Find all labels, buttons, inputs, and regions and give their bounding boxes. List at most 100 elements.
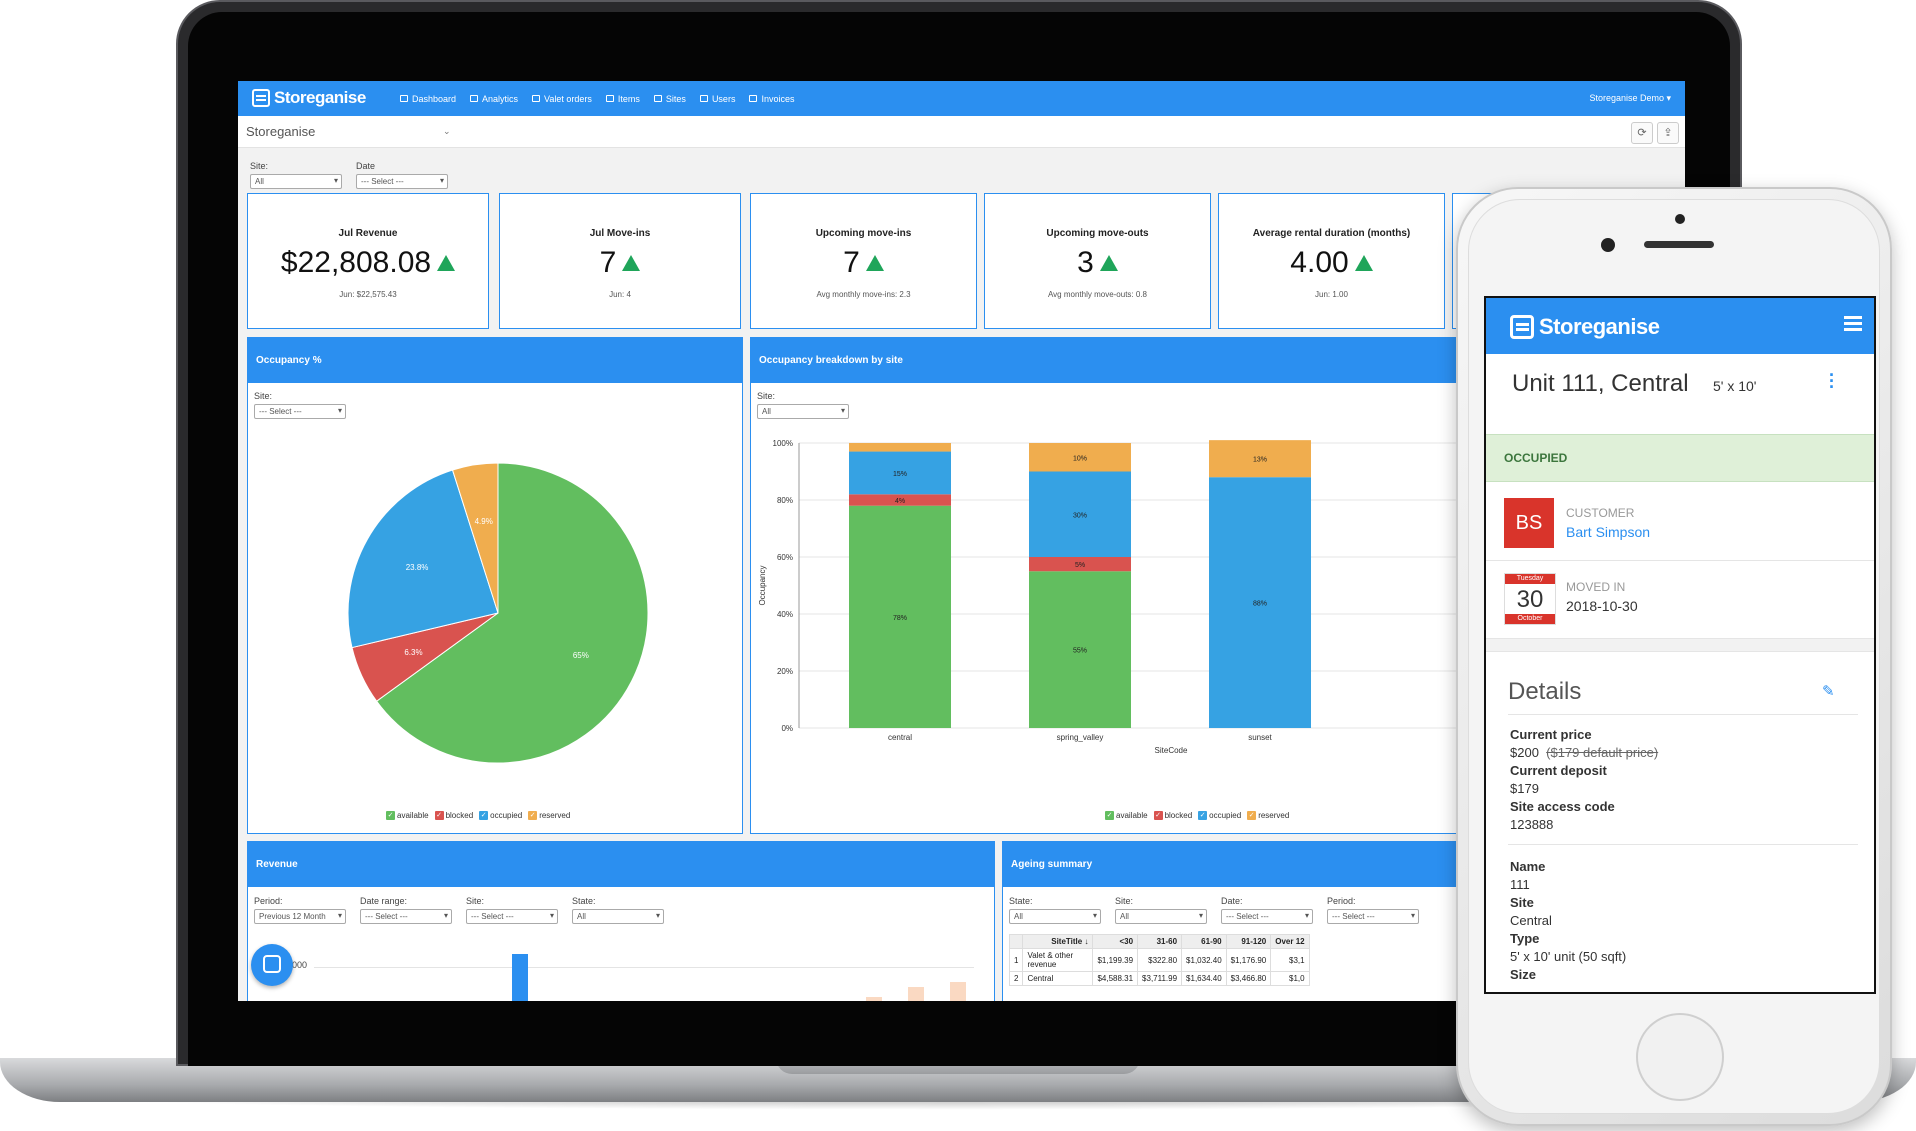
nav-analytics[interactable]: Analytics: [470, 94, 518, 104]
ageing-site-select[interactable]: All: [1115, 909, 1207, 924]
legend-occupied[interactable]: ✓ occupied: [1198, 811, 1241, 820]
ageing-state-select[interactable]: All: [1009, 909, 1101, 924]
table-header-row: SiteTitle ↓ <30 31-60 61-90 91-120 Over …: [1008, 934, 1310, 949]
date-range-input[interactable]: --- Select ---: [360, 909, 452, 924]
edit-icon[interactable]: ✎: [1822, 683, 1835, 700]
column-header[interactable]: <30: [1092, 934, 1139, 949]
top-navbar: Storeganise Dashboard Analytics Valet or…: [238, 81, 1685, 116]
divider: [1508, 844, 1858, 845]
dashboard-icon: [400, 95, 408, 102]
brand[interactable]: Storeganise: [252, 87, 366, 109]
column-header[interactable]: Over 12: [1270, 934, 1310, 949]
detail-value: 5' x 10' unit (50 sqft): [1510, 949, 1627, 964]
kpi-sub: Jun: 1.00: [1315, 290, 1348, 299]
y-tick-label: 80%: [777, 496, 793, 505]
occupancy-site-select[interactable]: --- Select ---: [254, 404, 346, 419]
revenue-site-select[interactable]: --- Select ---: [466, 909, 558, 924]
legend-available[interactable]: ✓ available: [386, 811, 429, 820]
ageing-period-select[interactable]: --- Select ---: [1327, 909, 1419, 924]
bar-segment-reserved[interactable]: [1209, 440, 1311, 478]
chat-button[interactable]: [251, 944, 293, 986]
bar-segment-available[interactable]: [1029, 571, 1131, 728]
legend-label: reserved: [1258, 811, 1290, 820]
phone-camera: [1601, 238, 1615, 252]
table-cell: $1,0: [1270, 971, 1310, 986]
customer-link[interactable]: Bart Simpson: [1566, 524, 1651, 540]
bar-value-label: 78%: [893, 615, 907, 622]
detail-label: Size: [1510, 967, 1537, 982]
table-cell: 1: [1008, 948, 1024, 972]
hamburger-menu-icon[interactable]: [1844, 316, 1862, 331]
nav-items[interactable]: Items: [605, 94, 640, 104]
nav-sites[interactable]: Sites: [653, 94, 686, 104]
check-icon: ✓: [479, 811, 489, 820]
nav-links: Dashboard Analytics Valet orders Items S…: [400, 81, 808, 116]
site-filter-select[interactable]: All: [250, 174, 342, 189]
panel-title: Occupancy breakdown by site: [751, 338, 1490, 383]
table-cell: $3,466.80: [1225, 971, 1272, 986]
legend-blocked[interactable]: ✓ blocked: [1153, 811, 1192, 820]
column-header[interactable]: 91-120: [1225, 934, 1272, 949]
nav-dashboard[interactable]: Dashboard: [400, 94, 456, 104]
site-filter-label: Site:: [250, 161, 269, 171]
bar-segment-blocked[interactable]: [1029, 557, 1131, 572]
bar-segment-occupied[interactable]: [1029, 471, 1131, 558]
detail-value: 123888: [1510, 817, 1554, 832]
divider: [1486, 560, 1874, 561]
bar-value-label: 4%: [895, 498, 905, 505]
mobile-brand[interactable]: Storeganise: [1510, 314, 1660, 340]
revenue-state-select[interactable]: All: [572, 909, 664, 924]
bar-segment-blocked[interactable]: [849, 494, 951, 506]
bar-segment-occupied[interactable]: [849, 451, 951, 495]
pie-slice-occupied[interactable]: [347, 469, 499, 649]
nav-label: Analytics: [482, 93, 519, 104]
nav-valet-orders[interactable]: Valet orders: [532, 94, 592, 104]
nav-users[interactable]: Users: [699, 94, 735, 104]
legend-available[interactable]: ✓ available: [1105, 811, 1148, 820]
date-filter-select[interactable]: --- Select ---: [356, 174, 448, 189]
revenue-panel: Revenue Period: Previous 12 Month Date r…: [247, 841, 995, 1001]
panel-title: Occupancy %: [248, 338, 742, 383]
ageing-date-input[interactable]: --- Select ---: [1221, 909, 1313, 924]
kpi-upcoming-move-ins: Upcoming move-ins 7 Avg monthly move-ins…: [750, 193, 977, 329]
legend-occupied[interactable]: ✓ occupied: [479, 811, 522, 820]
kpi-sub: Avg monthly move-outs: 0.8: [1047, 290, 1147, 299]
nav-label: Dashboard: [412, 93, 457, 104]
details-unit: Name 111 Site Central Type 5' x 10' unit…: [1510, 858, 1626, 984]
column-header[interactable]: 31-60: [1137, 934, 1183, 949]
period-select[interactable]: Previous 12 Month: [254, 909, 346, 924]
user-menu[interactable]: Storeganise Demo ▾: [1589, 93, 1671, 103]
detail-value: $179: [1510, 781, 1539, 796]
moved-in-label: MOVED IN: [1566, 580, 1626, 594]
column-header[interactable]: SiteTitle ↓: [1022, 934, 1094, 949]
pie-slice-reserved[interactable]: [451, 462, 499, 614]
bar-value-label: 30%: [1073, 512, 1087, 519]
bar-segment-reserved[interactable]: [849, 443, 951, 452]
pie-slice-available[interactable]: [375, 462, 649, 764]
breakdown-site-select[interactable]: All: [757, 404, 849, 419]
org-select[interactable]: Storeganise: [246, 124, 316, 139]
column-header[interactable]: 61-90: [1181, 934, 1227, 949]
table-cell: $3,1: [1270, 948, 1310, 972]
occupancy-site-label: Site:: [254, 391, 273, 401]
chevron-down-icon[interactable]: ⌄: [443, 126, 451, 136]
export-button[interactable]: ⇪: [1657, 122, 1679, 144]
bar-segment-occupied[interactable]: [1209, 477, 1311, 728]
legend-reserved[interactable]: ✓ reserved: [528, 811, 570, 820]
more-options-icon[interactable]: · · ·: [1829, 365, 1835, 397]
table-cell: $3,711.99: [1137, 971, 1183, 986]
mobile-navbar: Storeganise: [1486, 298, 1874, 354]
kpi-title: Upcoming move-ins: [815, 228, 912, 239]
bar-segment-available[interactable]: [849, 505, 951, 728]
phone-home-button[interactable]: [1636, 1013, 1724, 1101]
users-icon: [699, 95, 708, 102]
refresh-button[interactable]: ⟳: [1631, 122, 1653, 144]
x-axis-label: SiteCode: [1155, 746, 1188, 755]
nav-invoices[interactable]: Invoices: [749, 94, 794, 104]
bar-segment-reserved[interactable]: [1029, 443, 1131, 472]
legend-blocked[interactable]: ✓ blocked: [434, 811, 473, 820]
legend-reserved[interactable]: ✓ reserved: [1247, 811, 1289, 820]
sub-header: Storeganise ⌄ ⟳ ⇪: [238, 116, 1685, 148]
invoice-icon: [749, 95, 758, 102]
kpi-sub: Avg monthly move-ins: 2.3: [816, 290, 911, 299]
